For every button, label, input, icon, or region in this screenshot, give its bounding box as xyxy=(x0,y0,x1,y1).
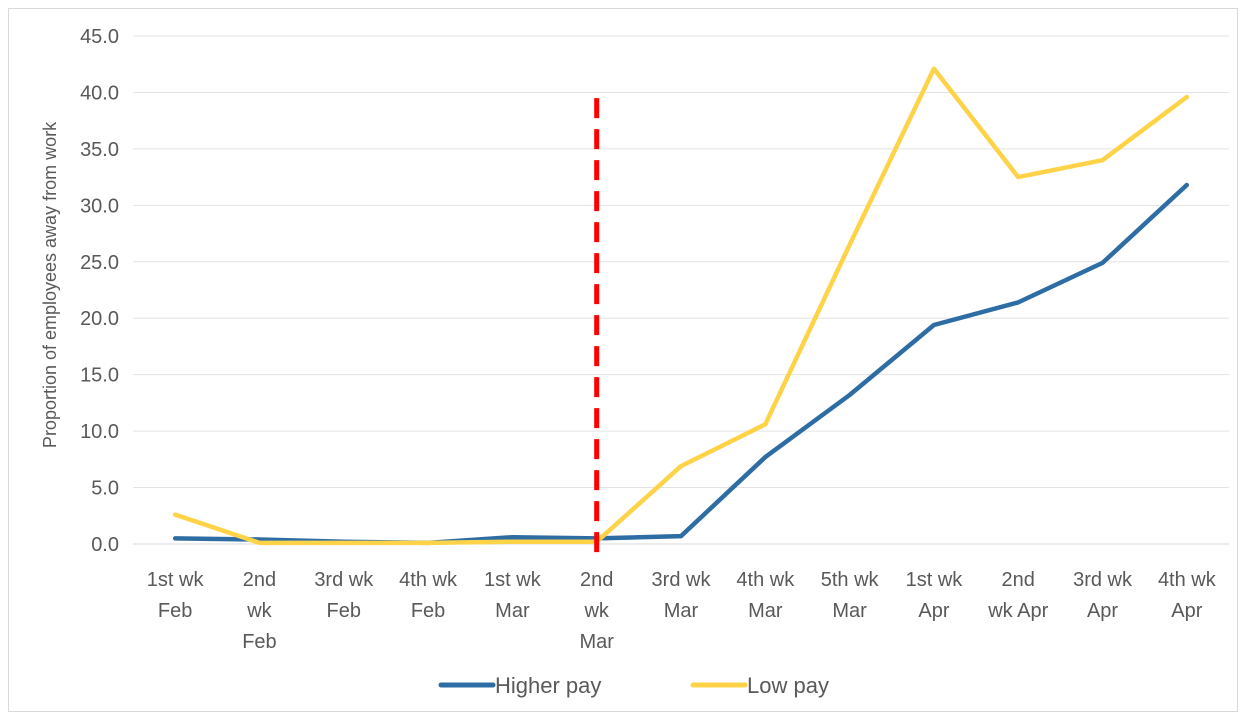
x-tick-label: 5th wk Mar xyxy=(821,569,880,622)
x-tick-label: 4th wk Feb xyxy=(399,569,458,622)
x-tick-label: 3rd wk Mar xyxy=(652,569,712,622)
x-tick-label-line: Apr xyxy=(1087,600,1118,622)
legend-label: Low pay xyxy=(747,673,829,698)
x-tick-label-line: 3rd wk xyxy=(652,569,712,591)
x-tick-label-line: Mar xyxy=(579,631,614,653)
x-tick-label: 1st wk Feb xyxy=(147,569,205,622)
x-tick-label-line: Feb xyxy=(411,600,445,622)
x-tick-label-line: Apr xyxy=(918,600,949,622)
chart-frame: 0.0 5.0 10.0 15.0 20.0 25.0 30.0 35.0 40.0 45.0 P… xyxy=(8,8,1238,712)
y-tick-label: 30.0 xyxy=(80,195,119,217)
x-tick-label-line: 2nd xyxy=(1002,569,1035,591)
gridlines xyxy=(133,35,1229,545)
y-tick-label: 25.0 xyxy=(80,252,119,274)
x-tick-label: 3rd wk Feb xyxy=(314,569,374,622)
x-tick-label-line: Mar xyxy=(832,600,867,622)
x-tick-label: 1st wk Apr xyxy=(906,569,964,622)
legend-label: Higher pay xyxy=(495,673,601,698)
y-tick-label: 15.0 xyxy=(80,365,119,387)
y-tick-label: 5.0 xyxy=(91,478,119,500)
y-axis-ticks: 0.0 5.0 10.0 15.0 20.0 25.0 30.0 35.0 40.0 45.0 xyxy=(80,26,119,556)
x-tick-label: 4th wk Mar xyxy=(736,569,795,622)
y-tick-label: 20.0 xyxy=(80,308,119,330)
x-tick-label-line: wk Apr xyxy=(987,600,1048,622)
y-tick-label: 10.0 xyxy=(80,421,119,443)
legend: Higher pay Low pay xyxy=(438,673,829,698)
x-tick-label-line: 4th wk xyxy=(1158,569,1217,591)
line-chart: 0.0 5.0 10.0 15.0 20.0 25.0 30.0 35.0 40.0 45.0 P… xyxy=(40,26,1229,698)
y-tick-label: 40.0 xyxy=(80,82,119,104)
x-tick-label-line: 2nd xyxy=(580,569,613,591)
x-tick-label: 1st wk Mar xyxy=(484,569,542,622)
x-tick-label: 4th wk Apr xyxy=(1158,569,1217,622)
y-tick-label: 35.0 xyxy=(80,139,119,161)
x-tick-label-line: Mar xyxy=(495,600,530,622)
x-tick-label-line: 4th wk xyxy=(399,569,458,591)
x-tick-label-line: 2nd xyxy=(243,569,276,591)
y-axis-title: Proportion of employees away from work xyxy=(40,121,60,448)
x-tick-label-line: 3rd wk xyxy=(314,569,374,591)
x-tick-label-line: 5th wk xyxy=(821,569,880,591)
series-line-low-pay xyxy=(172,66,1190,546)
series-lines xyxy=(172,66,1190,546)
x-tick-label-line: wk xyxy=(246,600,272,622)
x-tick-label-line: wk xyxy=(583,600,609,622)
x-tick-label-line: 1st wk xyxy=(147,569,205,591)
x-tick-label-line: Feb xyxy=(327,600,361,622)
x-tick-label-line: Feb xyxy=(242,631,276,653)
y-tick-label: 0.0 xyxy=(91,534,119,556)
x-tick-label-line: 1st wk xyxy=(906,569,964,591)
x-tick-label-line: Mar xyxy=(748,600,783,622)
x-tick-label: 2nd wk Feb xyxy=(242,569,276,653)
x-tick-label-line: Feb xyxy=(158,600,192,622)
x-tick-label-line: Mar xyxy=(664,600,699,622)
x-tick-label: 3rd wk Apr xyxy=(1073,569,1133,622)
x-tick-label-line: 3rd wk xyxy=(1073,569,1133,591)
x-tick-label-line: 1st wk xyxy=(484,569,542,591)
x-tick-label-line: 4th wk xyxy=(736,569,795,591)
series-line-higher-pay xyxy=(172,182,1190,546)
x-tick-label: 2nd wk Mar xyxy=(579,569,614,653)
x-tick-label: 2nd wk Apr xyxy=(987,569,1048,622)
y-tick-label: 45.0 xyxy=(80,26,119,48)
x-tick-label-line: Apr xyxy=(1171,600,1202,622)
